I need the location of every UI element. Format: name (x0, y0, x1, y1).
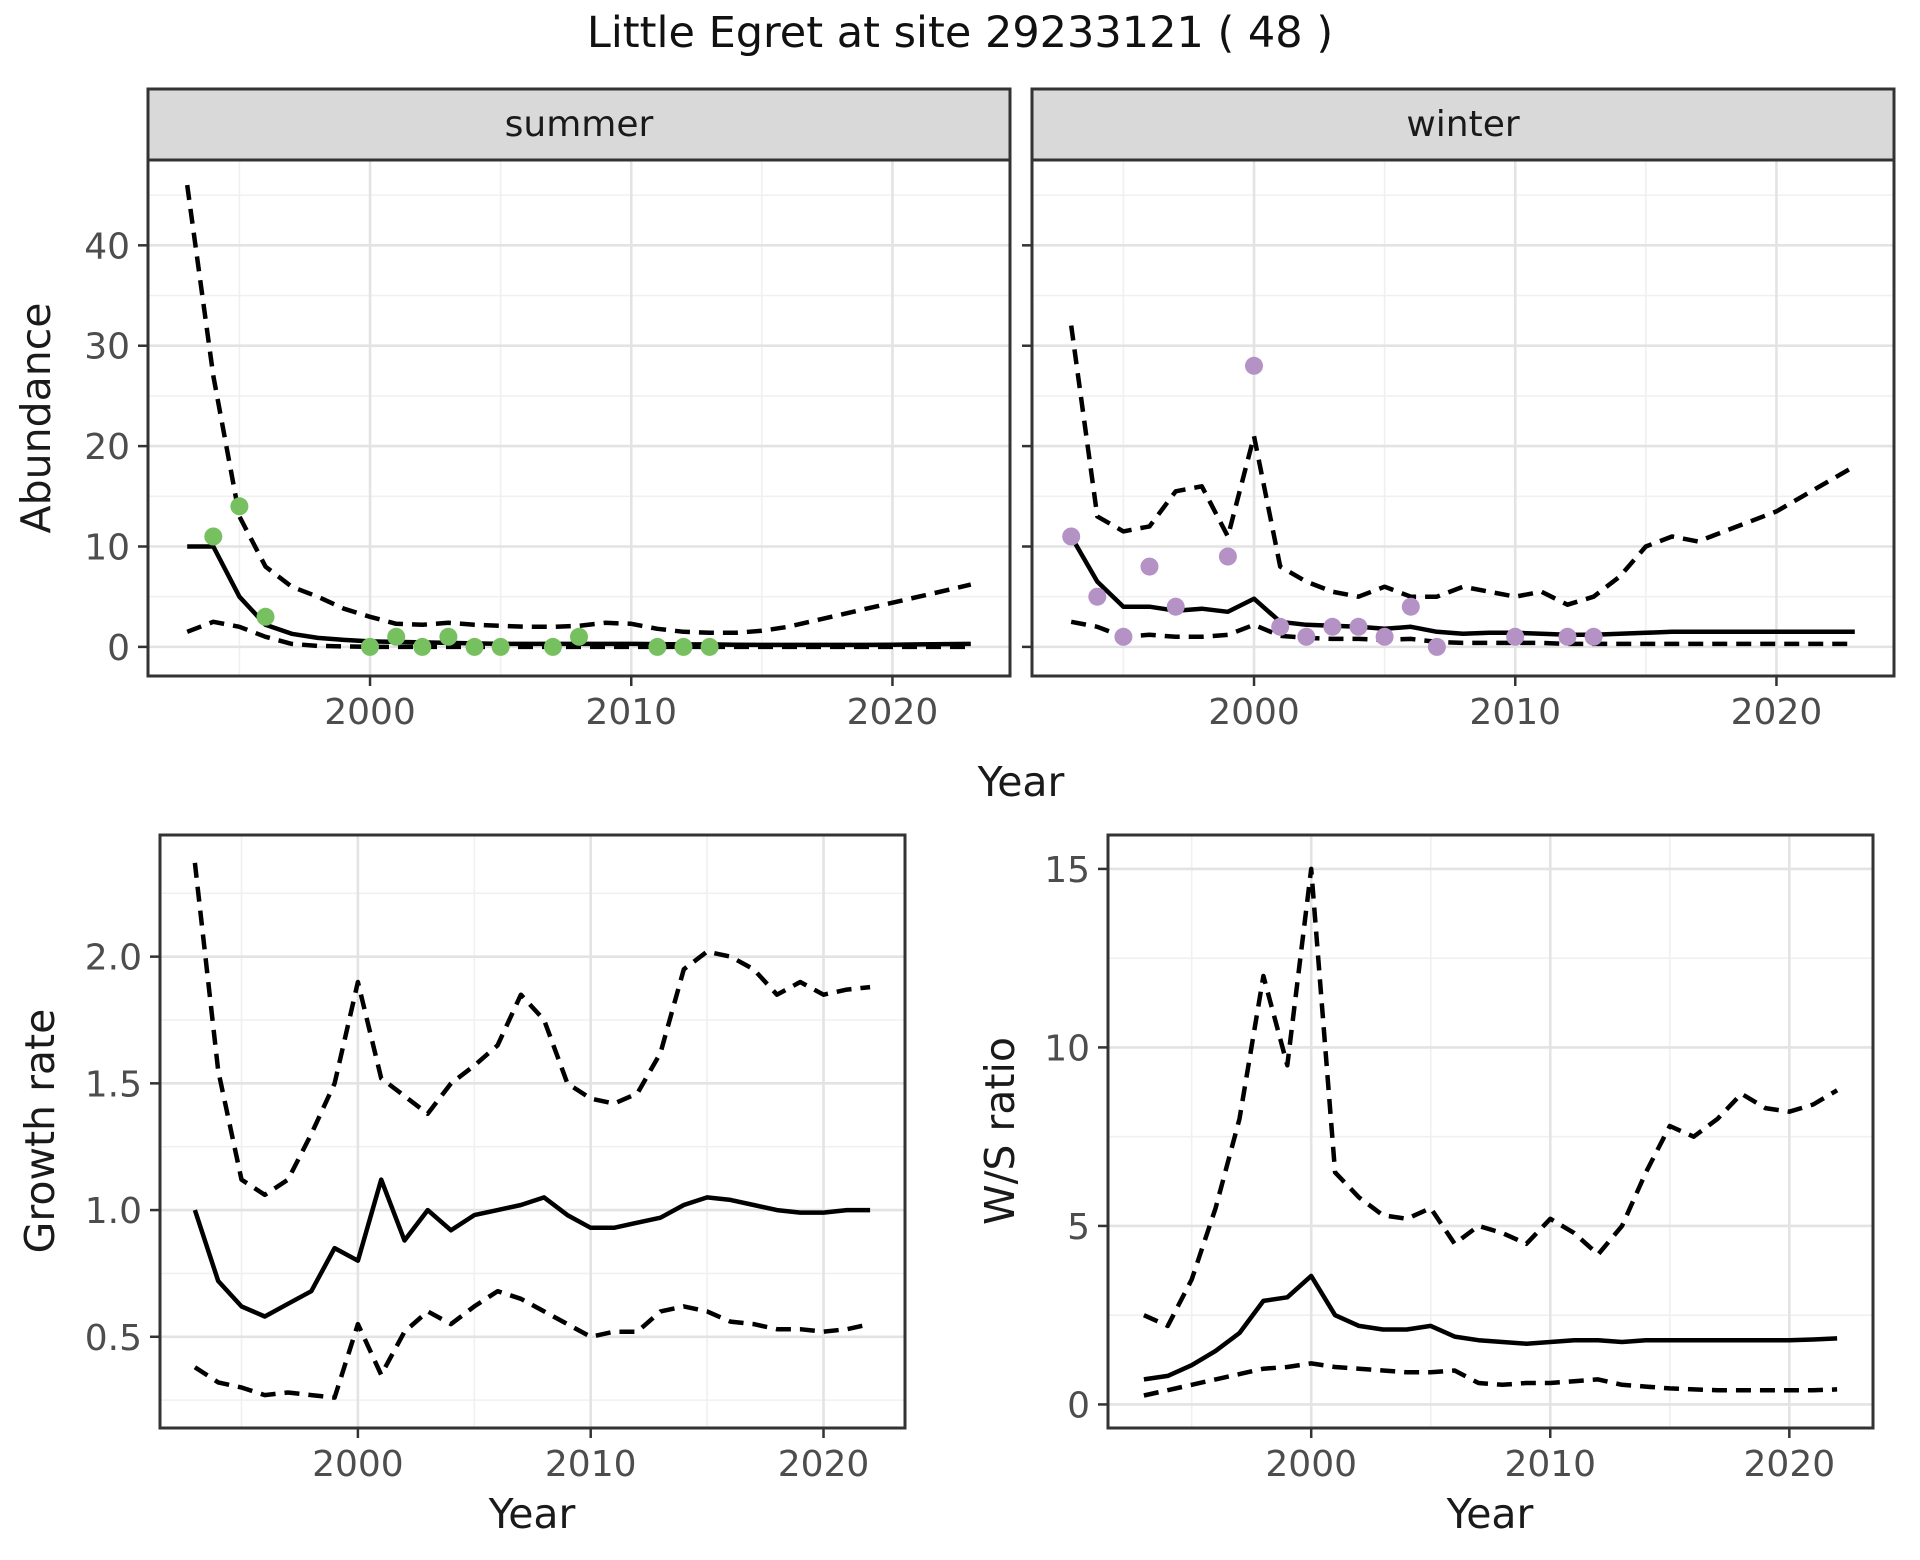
series-lower_95ci-abundance-winter (1070, 619, 1855, 647)
facet-strip-winter: winter (1032, 89, 1894, 160)
series-lower_95ci-growth-rate (193, 1288, 871, 1400)
y-tick-label: 30 (84, 327, 130, 368)
y-tick-label: 0 (107, 628, 130, 669)
observed-counts-point (1349, 617, 1368, 636)
y-tick-label: 1.0 (85, 1191, 142, 1232)
x-tick-label: 2010 (1469, 692, 1561, 733)
x-tick-label: 2000 (312, 1444, 404, 1485)
observed-counts-point (230, 497, 249, 516)
y-tick-label: 15 (1044, 850, 1090, 891)
y-tick-label: 10 (1044, 1028, 1090, 1069)
observed-counts-point (1114, 627, 1133, 646)
observed-counts-point (700, 637, 719, 656)
y-tick-label: 5 (1067, 1207, 1090, 1248)
observed-counts-point (1584, 627, 1603, 646)
series-upper_95ci-growth-rate (192, 862, 871, 1198)
series-upper_95ci-ws-ratio (1142, 866, 1839, 1329)
facet-strip-winter-label: winter (1406, 104, 1520, 145)
observed-counts-point (491, 637, 510, 656)
observed-counts-point (1506, 627, 1525, 646)
facet-strip-rect (146, 87, 1012, 162)
page-title: Little Egret at site 29233121 ( 48 ) (586, 8, 1334, 58)
observed-counts-point (387, 627, 406, 646)
panel-abundance-winter: 2000 2010 2020 (1022, 87, 1896, 733)
y-axis-title-growth-rate: Growth rate (16, 1008, 64, 1254)
x-tick-label: 2000 (1208, 692, 1300, 733)
y-tick-label: 1.5 (85, 1064, 142, 1105)
y-tick-label: 0.5 (85, 1318, 142, 1359)
x-tick-label: 2000 (1265, 1444, 1357, 1485)
observed-counts-point (361, 637, 379, 656)
x-tick-label: 2010 (585, 692, 677, 733)
x-tick-label: 2020 (847, 692, 939, 733)
observed-counts-point (1166, 597, 1185, 616)
observed-counts-point (1062, 527, 1081, 546)
observed-counts-point (1140, 557, 1159, 576)
series-fitted_median-ws-ratio (1143, 1273, 1838, 1382)
x-tick-label: 2010 (1504, 1444, 1596, 1485)
observed-counts-point (1297, 627, 1316, 646)
series-lower_95ci-ws-ratio (1143, 1361, 1838, 1398)
facet-strip-summer: summer (148, 89, 1010, 160)
observed-counts-point (1088, 587, 1107, 606)
x-tick-label: 2000 (324, 692, 416, 733)
x-tick-label: 2020 (1731, 692, 1823, 733)
observed-counts-point (1401, 597, 1420, 616)
series-fitted_median-abundance-winter (1069, 535, 1855, 638)
panel-ws-ratio: 2000 2010 2020 0 5 10 15 (1044, 833, 1875, 1485)
x-tick-label: 2010 (545, 1444, 637, 1485)
facet-strip-summer-label: summer (504, 104, 654, 145)
x-axis-title-year-top: Year (977, 758, 1065, 806)
panel-abundance-summer: 2000 2010 2020 0 10 20 30 40 (84, 87, 1012, 733)
observed-counts-point (1427, 637, 1446, 656)
observed-counts-point (1218, 547, 1237, 566)
y-tick-label: 40 (84, 226, 130, 267)
observed-counts-point (543, 637, 562, 656)
y-axis-title-abundance: Abundance (12, 302, 60, 534)
series-upper_95ci-abundance-winter (1068, 325, 1856, 607)
observed-counts-point (204, 527, 223, 546)
observed-counts-point (256, 607, 275, 626)
observed-counts-point (648, 637, 667, 656)
y-axis-title-ws-ratio: W/S ratio (976, 1037, 1024, 1225)
y-tick-label: 2.0 (85, 938, 142, 979)
observed-counts-point (1323, 617, 1342, 636)
observed-counts-point (465, 637, 484, 656)
observed-counts-point (674, 637, 693, 656)
observed-counts-point (1245, 356, 1263, 375)
x-axis-title-year-ws: Year (1446, 1490, 1534, 1538)
series-fitted_median-growth-rate (192, 1177, 871, 1319)
observed-counts-point (1375, 627, 1394, 646)
y-tick-label: 10 (84, 527, 130, 568)
x-tick-label: 2020 (1744, 1444, 1836, 1485)
observed-counts-point (413, 637, 432, 656)
observed-counts-point (1558, 627, 1577, 646)
panel-growth-rate: 2000 2010 2020 0.5 1.0 1.5 2.0 (85, 833, 907, 1485)
y-tick-label: 20 (84, 427, 130, 468)
observed-counts-point (439, 627, 458, 646)
y-tick-label: 0 (1067, 1385, 1090, 1426)
x-axis-title-year-growth: Year (488, 1490, 576, 1538)
x-tick-label: 2020 (778, 1444, 870, 1485)
facet-strip-rect (1030, 87, 1896, 162)
observed-counts-point (570, 627, 588, 646)
observed-counts-point (1271, 617, 1290, 636)
